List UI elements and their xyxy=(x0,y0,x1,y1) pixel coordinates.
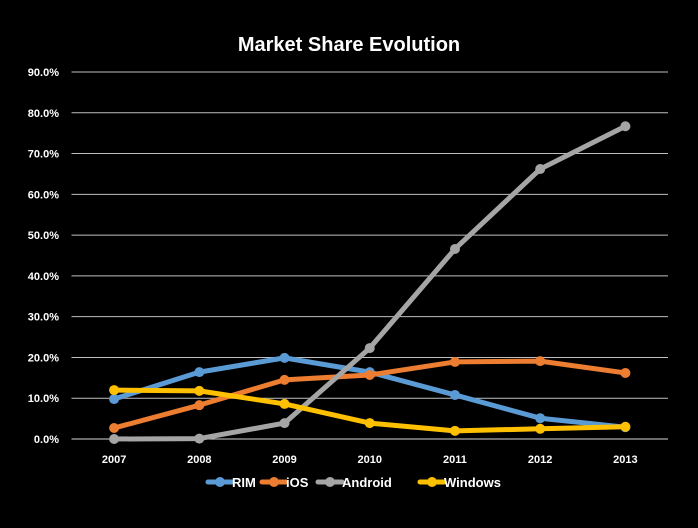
data-point xyxy=(364,418,375,429)
x-tick-label: 2012 xyxy=(528,454,552,466)
legend-label: Windows xyxy=(444,475,501,490)
data-point xyxy=(449,356,460,367)
x-tick-label: 2013 xyxy=(613,454,637,466)
x-tick-label: 2008 xyxy=(187,454,211,466)
data-point xyxy=(449,243,460,254)
series-ios xyxy=(109,356,631,433)
data-point xyxy=(620,421,631,432)
data-point xyxy=(449,389,460,400)
data-point xyxy=(194,400,205,411)
data-point xyxy=(364,369,375,380)
data-point xyxy=(194,385,205,396)
data-point xyxy=(279,352,290,363)
legend-item-ios: iOS xyxy=(259,475,309,490)
legend-label: Android xyxy=(342,475,392,490)
data-point xyxy=(620,367,631,378)
legend-label: RIM xyxy=(232,475,256,490)
y-tick-label: 30.0% xyxy=(28,312,59,324)
data-point xyxy=(109,434,120,444)
legend-item-android: Android xyxy=(315,475,392,490)
data-point xyxy=(109,422,120,433)
data-point xyxy=(279,374,290,385)
data-point xyxy=(194,433,205,444)
y-tick-label: 0.0% xyxy=(34,434,59,446)
legend-marker xyxy=(269,477,279,487)
y-tick-label: 80.0% xyxy=(28,108,59,120)
x-tick-label: 2010 xyxy=(358,454,382,466)
x-tick-label: 2007 xyxy=(102,454,126,466)
legend-item-windows: Windows xyxy=(417,475,501,490)
y-tick-label: 20.0% xyxy=(28,352,59,364)
series-windows xyxy=(109,385,631,436)
data-point xyxy=(279,398,290,409)
y-tick-label: 10.0% xyxy=(28,393,59,405)
y-tick-label: 70.0% xyxy=(28,149,59,161)
data-point xyxy=(620,121,631,132)
data-point xyxy=(109,385,120,396)
chart-title: Market Share Evolution xyxy=(238,34,460,56)
data-point xyxy=(535,356,546,367)
y-tick-label: 50.0% xyxy=(28,230,59,242)
data-point xyxy=(364,343,375,354)
y-tick-label: 90.0% xyxy=(28,67,59,79)
legend-label: iOS xyxy=(286,475,309,490)
data-point xyxy=(194,367,205,378)
data-point xyxy=(449,425,460,436)
y-tick-label: 60.0% xyxy=(28,189,59,201)
legend-item-rim: RIM xyxy=(205,475,256,490)
x-tick-label: 2009 xyxy=(272,454,296,466)
x-tick-label: 2011 xyxy=(443,454,467,466)
legend-marker xyxy=(427,477,437,487)
data-point xyxy=(535,413,546,424)
legend-marker xyxy=(325,477,335,487)
series-android xyxy=(109,121,631,444)
y-tick-label: 40.0% xyxy=(28,271,59,283)
legend-marker xyxy=(215,477,225,487)
data-point xyxy=(109,394,120,405)
data-point xyxy=(279,418,290,429)
data-point xyxy=(535,423,546,434)
data-point xyxy=(535,164,546,175)
